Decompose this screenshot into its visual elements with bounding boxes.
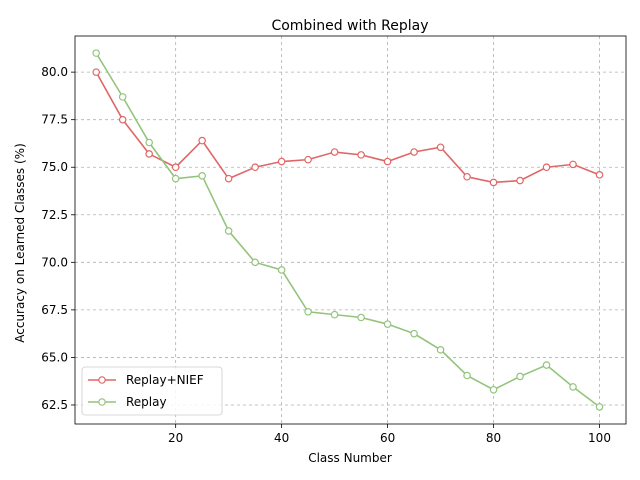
data-point (357, 313, 365, 322)
y-tick-label: 77.5 (41, 113, 68, 127)
data-point (489, 385, 498, 394)
series-layer (92, 49, 604, 411)
data-point (304, 155, 312, 164)
data-point (383, 320, 392, 328)
data-point (92, 49, 100, 57)
data-point (410, 329, 418, 338)
legend-label: Replay+NIEF (126, 373, 204, 387)
series-line (95, 52, 600, 408)
x-tick-label: 20 (168, 431, 183, 445)
legend-swatch-marker (98, 376, 106, 384)
data-point (224, 227, 233, 235)
data-point (436, 143, 445, 152)
data-point (516, 372, 524, 381)
chart-title: Combined with Replay (271, 18, 428, 34)
data-point (224, 174, 233, 183)
data-point (118, 93, 127, 101)
data-point (383, 157, 392, 166)
y-tick-label: 67.5 (41, 303, 68, 317)
x-tick-label: 80 (486, 431, 501, 445)
x-tick-label: 100 (588, 431, 611, 445)
y-tick-label: 70.0 (41, 255, 68, 269)
x-axis-label: Class Number (308, 451, 392, 465)
data-point (145, 138, 153, 147)
data-point (304, 307, 312, 316)
data-point (251, 163, 259, 172)
y-tick-label: 62.5 (41, 398, 68, 412)
y-tick-label: 65.0 (41, 350, 68, 364)
legend: Replay+NIEF Replay (81, 366, 223, 416)
data-point (357, 151, 365, 159)
data-point (595, 171, 604, 179)
x-tick-label: 40 (274, 431, 289, 445)
data-point (463, 371, 471, 380)
plot-frame (74, 35, 627, 425)
data-point (330, 148, 339, 156)
legend-swatch-marker (98, 398, 106, 406)
data-point (171, 163, 180, 172)
data-point (330, 310, 339, 319)
data-point (542, 163, 551, 172)
legend-box (81, 366, 223, 416)
data-point (92, 68, 100, 76)
axes-layer: 20 40 60 80 100 62.5 65.0 67.5 70.0 72.5 75.0 77.5 8… (41, 35, 627, 445)
data-point (463, 172, 471, 181)
data-point (277, 157, 286, 166)
data-point (198, 171, 206, 180)
data-point (489, 178, 498, 187)
data-point (569, 383, 577, 391)
y-tick-label: 75.0 (41, 160, 68, 174)
data-point (595, 403, 604, 411)
data-point (171, 174, 180, 183)
data-point (277, 266, 286, 274)
y-tick-label: 80.0 (41, 65, 68, 79)
data-point (251, 258, 259, 267)
series-line (95, 71, 600, 184)
series-1 (92, 68, 604, 187)
series-2 (92, 49, 604, 411)
data-point (410, 148, 418, 156)
y-tick-label: 72.5 (41, 208, 68, 222)
legend-label: Replay (126, 395, 167, 409)
data-point (118, 115, 127, 124)
data-point (436, 346, 445, 354)
data-point (569, 160, 577, 169)
data-point (542, 361, 551, 369)
data-point (516, 176, 524, 185)
x-tick-label: 60 (380, 431, 395, 445)
data-point (198, 136, 206, 145)
data-point (145, 150, 153, 158)
y-axis-label: Accuracy on Learned Classes (%) (13, 143, 27, 343)
